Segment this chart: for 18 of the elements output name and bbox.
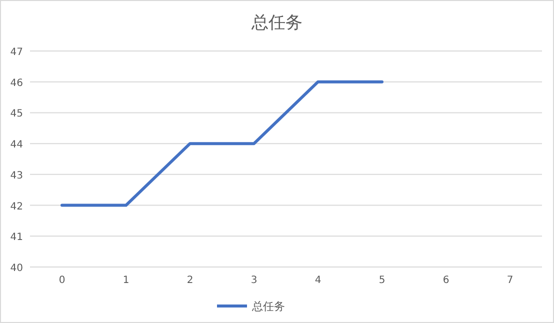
y-tick-label: 45 (10, 108, 23, 120)
y-tick-label: 43 (10, 170, 23, 182)
y-tick-label: 42 (10, 201, 23, 212)
x-tick-label: 3 (250, 275, 258, 286)
x-tick-label: 7 (506, 275, 514, 286)
legend-label: 总任务 (251, 300, 285, 313)
x-tick-label: 0 (58, 275, 66, 286)
chart-title: 总任务 (250, 13, 302, 33)
y-tick-label: 46 (10, 78, 23, 89)
x-tick-label: 2 (186, 275, 194, 286)
y-tick-label: 40 (10, 263, 23, 274)
x-tick-label: 4 (314, 275, 322, 286)
x-tick-label: 6 (442, 275, 450, 286)
y-tick-label: 44 (10, 140, 23, 151)
y-tick-label: 41 (10, 232, 23, 244)
x-tick-label: 1 (122, 275, 130, 286)
x-tick-label: 5 (378, 275, 386, 286)
y-tick-label: 47 (10, 47, 23, 58)
